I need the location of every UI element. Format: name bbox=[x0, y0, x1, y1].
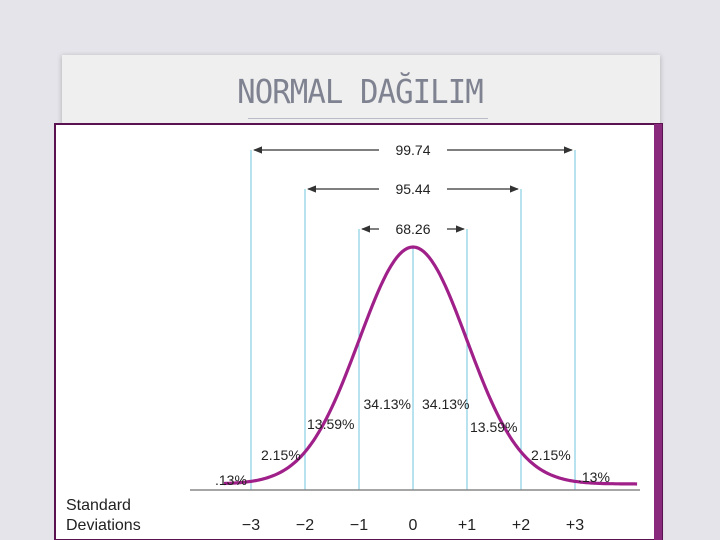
region-percent-label: .13% bbox=[215, 472, 247, 488]
x-tick-label: +1 bbox=[458, 517, 476, 534]
x-axis-label-line2: Deviations bbox=[66, 517, 141, 534]
normal-curve bbox=[223, 245, 638, 486]
x-axis-label-line1: Standard bbox=[66, 497, 131, 514]
x-tick-label: +2 bbox=[512, 517, 530, 534]
interval-label: 99.74 bbox=[395, 142, 430, 158]
x-tick-label: −3 bbox=[242, 517, 260, 534]
region-percent-label: 2.15% bbox=[261, 447, 301, 463]
chart-frame-band bbox=[654, 124, 662, 540]
region-percent-label: .13% bbox=[578, 469, 610, 485]
x-tick-label: −1 bbox=[350, 517, 368, 534]
interval-label: 68.26 bbox=[395, 221, 430, 237]
interval-label: 95.44 bbox=[395, 181, 430, 197]
region-percent-label: 13.59% bbox=[470, 419, 517, 435]
region-percent-label: 34.13% bbox=[364, 396, 411, 412]
region-percent-label: 2.15% bbox=[531, 447, 571, 463]
region-percent-label: 34.13% bbox=[422, 396, 469, 412]
slide-title: NORMAL DAĞILIM bbox=[237, 72, 484, 111]
x-tick-label: −2 bbox=[296, 517, 314, 534]
title-underline bbox=[248, 118, 488, 119]
region-percent-label: 13.59% bbox=[307, 416, 354, 432]
x-tick-label: 0 bbox=[409, 517, 418, 534]
x-tick-label: +3 bbox=[566, 517, 584, 534]
